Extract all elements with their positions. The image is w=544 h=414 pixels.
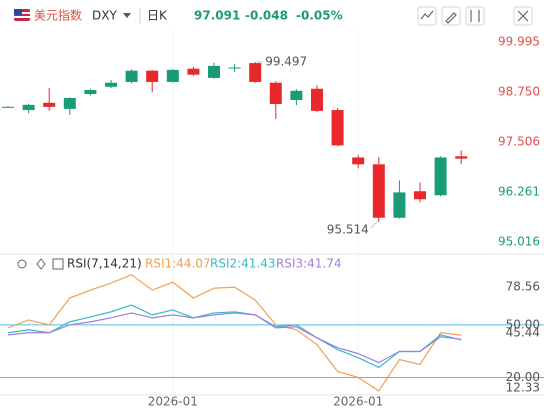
tool-icon <box>445 12 457 24</box>
dropdown-icon[interactable] <box>123 13 131 18</box>
indicator-toolbar <box>17 258 64 270</box>
candle-body <box>269 82 282 105</box>
candle-body <box>208 65 220 78</box>
tool-icon <box>420 10 434 20</box>
candle-body <box>352 157 365 165</box>
candle-body <box>125 70 138 82</box>
candle-body <box>249 63 262 82</box>
index-code[interactable]: DXY <box>92 9 117 23</box>
candle-body <box>331 110 344 146</box>
candle-body <box>43 102 56 107</box>
candle-body <box>455 156 468 159</box>
period[interactable]: 日K <box>147 9 168 23</box>
candle-body <box>105 82 117 87</box>
candle-body <box>393 192 406 218</box>
y-tick-label: 12.33 <box>506 381 540 395</box>
candle-body <box>372 164 385 218</box>
y-tick-label: 78.56 <box>506 280 540 294</box>
menu-icon[interactable] <box>52 258 64 270</box>
settings-icon[interactable] <box>36 258 46 270</box>
tool-button[interactable] <box>513 6 533 26</box>
flag <box>14 9 30 21</box>
candle-body <box>414 191 426 200</box>
candle-body <box>146 70 159 82</box>
low-label: 95.514 <box>327 222 369 236</box>
indicator-value: RSI1:44.07 <box>145 257 211 271</box>
y-tick-label: 45.44 <box>506 325 540 339</box>
y-tick-label: 97.506 <box>498 134 540 148</box>
x-tick-label: 2026-01 <box>333 395 383 409</box>
candle-body <box>311 88 323 111</box>
y-tick-label: 95.016 <box>498 235 540 249</box>
y-tick-label: 99.995 <box>498 34 540 48</box>
eye-icon[interactable] <box>17 259 27 269</box>
annotation-leader <box>370 221 378 229</box>
y-tick-label: 20.00 <box>506 370 540 384</box>
tool-button[interactable] <box>441 6 461 26</box>
price: 97.091 <box>194 9 240 23</box>
indicator-value: RSI2:41.43 <box>210 257 276 271</box>
rsi-line <box>7 312 462 364</box>
y-tick-label: 50.00 <box>506 317 540 331</box>
indicator-name: RSI(7,14,21) <box>67 257 142 271</box>
candle-body <box>290 90 303 101</box>
index-name[interactable]: 美元指数 <box>34 8 82 23</box>
tool-icon <box>470 10 480 22</box>
rsi-line <box>7 304 462 369</box>
y-tick-label: 98.750 <box>498 84 540 98</box>
x-tick-label: 2026-01 <box>148 395 198 409</box>
indicator-value: RSI3:41.74 <box>276 257 342 271</box>
candle-body <box>228 67 241 69</box>
candle-body <box>63 98 76 109</box>
candle-body <box>166 69 179 82</box>
change: -0.048 <box>245 9 288 23</box>
candle-body <box>434 157 447 196</box>
tool-button[interactable] <box>465 6 485 26</box>
candle-body <box>22 104 35 111</box>
candle-body <box>84 89 97 94</box>
tool-icon <box>517 10 529 22</box>
change-pct: -0.05% <box>296 9 343 23</box>
y-tick-label: 96.261 <box>498 184 540 198</box>
tool-button[interactable] <box>417 6 437 26</box>
candle-body <box>2 106 14 108</box>
candle-body <box>187 68 200 75</box>
high-label: 99.497 <box>265 54 307 68</box>
rsi-line <box>7 274 462 392</box>
